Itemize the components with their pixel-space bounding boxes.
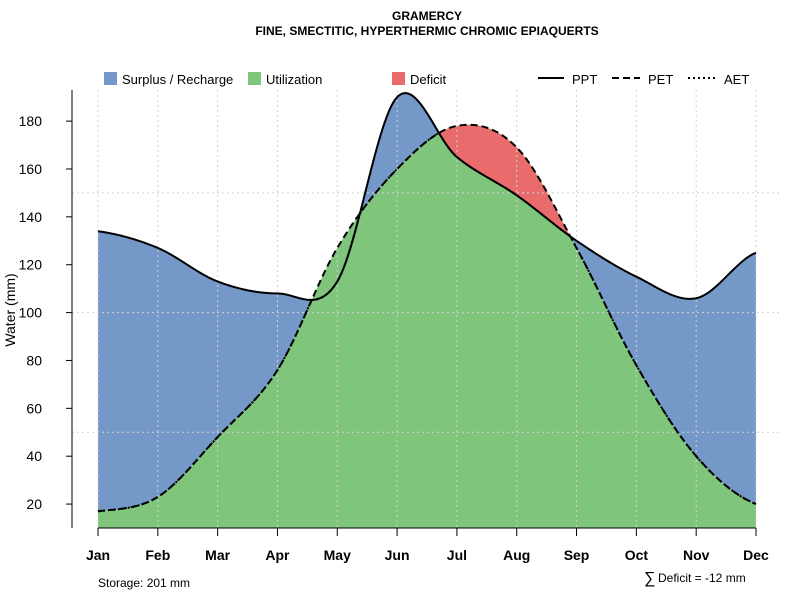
y-tick-label: 140 [19,209,43,225]
chart-subtitle: FINE, SMECTITIC, HYPERTHERMIC CHROMIC EP… [255,24,598,38]
x-tick-label-feb: Feb [145,547,170,563]
chart-title: GRAMERCY [392,9,462,23]
x-tick-label-jun: Jun [385,547,410,563]
y-tick-label: 20 [26,496,42,512]
x-tick-label-jan: Jan [86,547,110,563]
x-tick-label-aug: Aug [503,547,530,563]
x-tick-label-oct: Oct [625,547,649,563]
x-tick-label-sep: Sep [564,547,590,563]
x-ticks: Jan Feb Mar Apr May Jun Jul Aug Sep Oct Nov Dec [86,528,769,563]
y-tick-label: 60 [26,400,42,416]
y-tick-label: 120 [19,257,43,273]
x-tick-label-nov: Nov [683,547,710,563]
water-balance-chart: GRAMERCY FINE, SMECTITIC, HYPERTHERMIC C… [0,0,800,600]
storage-label: Storage: 201 mm [98,576,190,590]
y-axis-label: Water (mm) [2,273,18,346]
y-tick-label: 160 [19,161,43,177]
x-tick-label-dec: Dec [743,547,769,563]
sum-icon: ∑ [644,570,655,587]
y-tick-label: 180 [19,113,43,129]
y-ticks: 20 40 60 80 100 120 140 160 180 [19,113,72,512]
legend-swatch-surplus [104,72,117,85]
y-tick-label: 40 [26,448,42,464]
legend-label-deficit: Deficit [410,72,447,87]
legend-swatch-utilization [248,72,261,85]
y-tick-label: 100 [19,305,43,321]
legend: Surplus / Recharge Utilization Deficit P… [104,72,749,87]
legend-label-aet: AET [724,72,749,87]
deficit-total-label: Deficit = -12 mm [658,571,746,585]
x-tick-label-jul: Jul [447,547,467,563]
legend-label-pet: PET [648,72,673,87]
legend-label-surplus: Surplus / Recharge [122,72,233,87]
legend-label-ppt: PPT [572,72,597,87]
legend-label-utilization: Utilization [266,72,322,87]
x-tick-label-mar: Mar [205,547,230,563]
y-tick-label: 80 [26,352,42,368]
legend-swatch-deficit [392,72,405,85]
x-tick-label-may: May [324,547,351,563]
x-tick-label-apr: Apr [265,547,290,563]
